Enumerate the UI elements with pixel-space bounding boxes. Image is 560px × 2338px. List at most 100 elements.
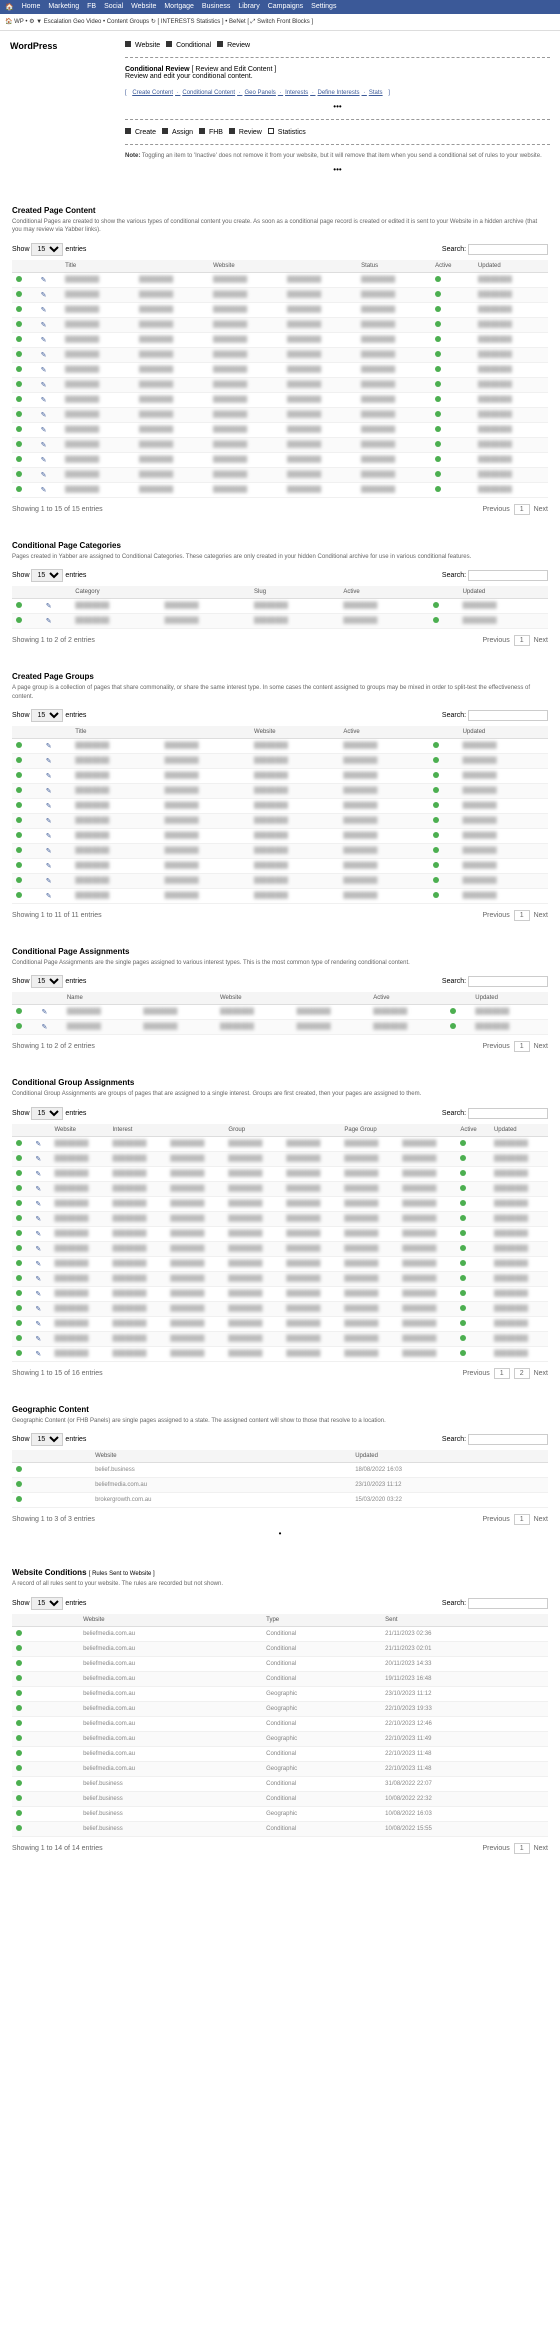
next-button[interactable]: Next	[534, 912, 548, 919]
next-button[interactable]: Next	[534, 1516, 548, 1523]
table-row[interactable]: ✎███████████████████████████████████████…	[12, 1136, 548, 1151]
entries-select[interactable]: 15	[31, 1107, 63, 1120]
table-row[interactable]: ✎███████████████████████████████████████…	[12, 858, 548, 873]
table-row[interactable]: ✎███████████████████████████████████████…	[12, 813, 548, 828]
search-input[interactable]	[468, 244, 548, 255]
tab-review[interactable]: Review	[227, 42, 250, 49]
nav-mortgage[interactable]: Mortgage	[164, 3, 194, 11]
table-row[interactable]: belief.business18/08/2022 16:03	[12, 1463, 548, 1478]
table-row[interactable]: beliefmedia.com.auConditional22/10/2023 …	[12, 1716, 548, 1731]
entries-select[interactable]: 15	[31, 243, 63, 256]
table-row[interactable]: beliefmedia.com.auConditional22/10/2023 …	[12, 1746, 548, 1761]
table-row[interactable]: ✎███████████████████████████████████████…	[12, 302, 548, 317]
table-row[interactable]: brokergrowth.com.au15/03/2020 03:22	[12, 1493, 548, 1508]
table-row[interactable]: ✎███████████████████████████████████████…	[12, 1286, 548, 1301]
table-row[interactable]: belief.businessConditional10/08/2022 15:…	[12, 1821, 548, 1836]
search-input[interactable]	[468, 1108, 548, 1119]
nav-marketing[interactable]: Marketing	[48, 3, 79, 11]
table-row[interactable]: ✎███████████████████████████████████████…	[12, 753, 548, 768]
table-row[interactable]: belief.businessGeographic10/08/2022 16:0…	[12, 1806, 548, 1821]
entries-select[interactable]: 15	[31, 569, 63, 582]
table-row[interactable]: ✎███████████████████████████████████████…	[12, 1346, 548, 1361]
link-create-content[interactable]: Create Content	[132, 90, 173, 96]
table-row[interactable]: ✎███████████████████████████████████████…	[12, 1181, 548, 1196]
table-row[interactable]: ✎███████████████████████████████████████…	[12, 392, 548, 407]
table-row[interactable]: ✎███████████████████████████████████████…	[12, 1211, 548, 1226]
table-row[interactable]: beliefmedia.com.auConditional19/11/2023 …	[12, 1671, 548, 1686]
page-2[interactable]: 2	[514, 1368, 530, 1379]
table-row[interactable]: beliefmedia.com.auGeographic23/10/2023 1…	[12, 1686, 548, 1701]
table-row[interactable]: beliefmedia.com.auGeographic22/10/2023 1…	[12, 1701, 548, 1716]
table-row[interactable]: beliefmedia.com.auConditional21/11/2023 …	[12, 1626, 548, 1641]
table-row[interactable]: beliefmedia.com.auGeographic22/10/2023 1…	[12, 1761, 548, 1776]
tab-conditional[interactable]: Conditional	[176, 42, 211, 49]
table-row[interactable]: ✎███████████████████████████████████████…	[12, 873, 548, 888]
next-button[interactable]: Next	[534, 1370, 548, 1377]
table-row[interactable]: beliefmedia.com.auConditional20/11/2023 …	[12, 1656, 548, 1671]
nav-library[interactable]: Library	[238, 3, 259, 11]
page-1[interactable]: 1	[514, 1041, 530, 1052]
next-button[interactable]: Next	[534, 506, 548, 513]
table-row[interactable]: ✎███████████████████████████████████████…	[12, 1020, 548, 1035]
next-button[interactable]: Next	[534, 1043, 548, 1050]
page-1[interactable]: 1	[514, 504, 530, 515]
table-row[interactable]: ✎███████████████████████████████████████…	[12, 317, 548, 332]
nav-settings[interactable]: Settings	[311, 3, 336, 11]
table-row[interactable]: ✎███████████████████████████████████████…	[12, 347, 548, 362]
page-1[interactable]: 1	[514, 910, 530, 921]
table-row[interactable]: ✎███████████████████████████████████████…	[12, 1331, 548, 1346]
table-row[interactable]: ✎███████████████████████████████████████…	[12, 467, 548, 482]
table-row[interactable]: ✎███████████████████████████████████████…	[12, 1196, 548, 1211]
tab-website[interactable]: Website	[135, 42, 160, 49]
action-assign[interactable]: Assign	[172, 129, 193, 136]
table-row[interactable]: ✎███████████████████████████████████████…	[12, 272, 548, 287]
page-1[interactable]: 1	[514, 1514, 530, 1525]
link-interests[interactable]: Interests	[285, 90, 308, 96]
nav-home[interactable]: Home	[22, 3, 41, 11]
page-1[interactable]: 1	[514, 635, 530, 646]
search-input[interactable]	[468, 710, 548, 721]
action-review[interactable]: Review	[239, 129, 262, 136]
table-row[interactable]: ✎███████████████████████████████████████…	[12, 1316, 548, 1331]
table-row[interactable]: ✎███████████████████████████████████████…	[12, 422, 548, 437]
table-row[interactable]: ✎███████████████████████████████████████…	[12, 828, 548, 843]
table-row[interactable]: ✎███████████████████████████████████████…	[12, 362, 548, 377]
prev-button[interactable]: Previous	[482, 637, 509, 644]
next-button[interactable]: Next	[534, 1845, 548, 1852]
table-row[interactable]: ✎███████████████████████████████████████…	[12, 1005, 548, 1020]
next-button[interactable]: Next	[534, 637, 548, 644]
nav-campaigns[interactable]: Campaigns	[268, 3, 303, 11]
link-geo-panels[interactable]: Geo Panels	[244, 90, 275, 96]
table-row[interactable]: ✎███████████████████████████████████████…	[12, 1226, 548, 1241]
link-define-interests[interactable]: Define Interests	[318, 90, 360, 96]
table-row[interactable]: beliefmedia.com.auGeographic22/10/2023 1…	[12, 1731, 548, 1746]
table-row[interactable]: ✎███████████████████████████████████████…	[12, 843, 548, 858]
search-input[interactable]	[468, 570, 548, 581]
search-input[interactable]	[468, 1434, 548, 1445]
table-row[interactable]: belief.businessConditional31/08/2022 22:…	[12, 1776, 548, 1791]
table-row[interactable]: ✎███████████████████████████████████████…	[12, 1166, 548, 1181]
entries-select[interactable]: 15	[31, 1433, 63, 1446]
nav-business[interactable]: Business	[202, 3, 230, 11]
entries-select[interactable]: 15	[31, 709, 63, 722]
table-row[interactable]: ✎███████████████████████████████████████…	[12, 287, 548, 302]
prev-button[interactable]: Previous	[482, 912, 509, 919]
search-input[interactable]	[468, 1598, 548, 1609]
nav-fb[interactable]: FB	[87, 3, 96, 11]
entries-select[interactable]: 15	[31, 1597, 63, 1610]
table-row[interactable]: ✎███████████████████████████████████████…	[12, 1301, 548, 1316]
table-row[interactable]: ✎███████████████████████████████████████…	[12, 1256, 548, 1271]
table-row[interactable]: ✎███████████████████████████████████████…	[12, 1271, 548, 1286]
link-stats[interactable]: Stats	[369, 90, 383, 96]
action-stats[interactable]: Statistics	[278, 129, 306, 136]
table-row[interactable]: ✎███████████████████████████████████████…	[12, 798, 548, 813]
entries-select[interactable]: 15	[31, 975, 63, 988]
table-row[interactable]: ✎███████████████████████████████████████…	[12, 614, 548, 629]
prev-button[interactable]: Previous	[482, 1845, 509, 1852]
table-row[interactable]: beliefmedia.com.auConditional21/11/2023 …	[12, 1641, 548, 1656]
table-row[interactable]: ✎███████████████████████████████████████…	[12, 452, 548, 467]
nav-website[interactable]: Website	[131, 3, 156, 11]
prev-button[interactable]: Previous	[482, 1043, 509, 1050]
table-row[interactable]: ✎███████████████████████████████████████…	[12, 888, 548, 903]
action-create[interactable]: Create	[135, 129, 156, 136]
